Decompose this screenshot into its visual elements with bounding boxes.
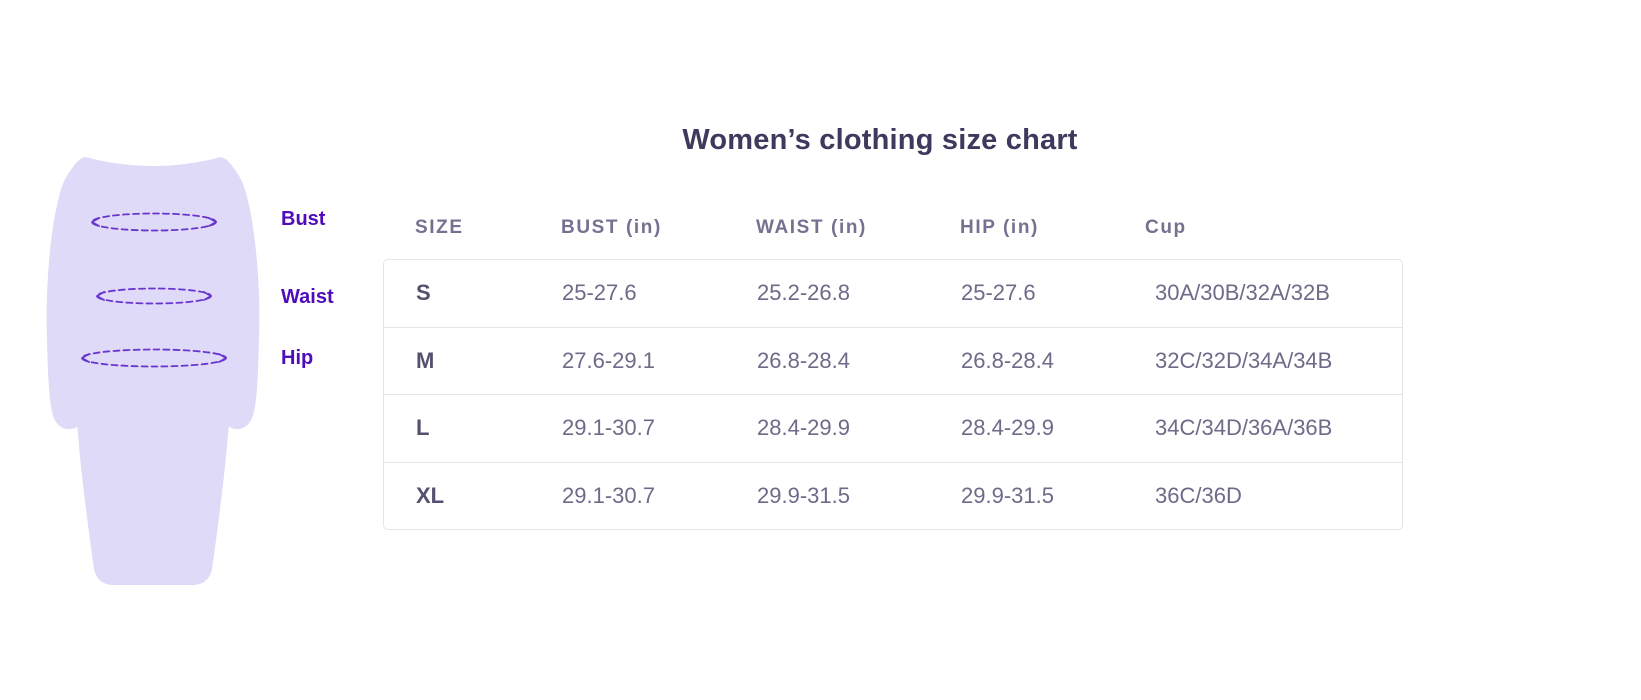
dress-illustration [46, 157, 260, 585]
bust-cell: 25-27.6 [562, 280, 637, 306]
waist-cell: 25.2-26.8 [757, 280, 850, 306]
bust-cell: 29.1-30.7 [562, 482, 655, 508]
size-table-header: SIZE BUST (in) WAIST (in) HIP (in) Cup [383, 210, 1403, 246]
hip-cell: 28.4-29.9 [961, 415, 1054, 441]
table-row-s: S 25-27.6 25.2-26.8 25-27.6 30A/30B/32A/… [384, 260, 1402, 327]
cup-cell: 30A/30B/32A/32B [1155, 280, 1330, 306]
column-header-cup: Cup [1145, 217, 1187, 238]
waist-cell: 29.9-31.5 [757, 482, 850, 508]
table-row-m: M 27.6-29.1 26.8-28.4 26.8-28.4 32C/32D/… [384, 326, 1402, 395]
waist-measure-arrows [96, 291, 212, 301]
hip-cell: 26.8-28.4 [961, 347, 1054, 373]
cup-cell: 32C/32D/34A/34B [1155, 347, 1333, 373]
column-header-size: SIZE [415, 217, 464, 238]
size-cell: S [416, 280, 431, 306]
cup-cell: 36C/36D [1155, 482, 1242, 508]
bust-label: Bust [281, 208, 326, 230]
hip-label: Hip [281, 347, 314, 369]
page-title: Women’s clothing size chart [682, 124, 1078, 156]
hip-cell: 29.9-31.5 [961, 482, 1054, 508]
column-header-bust: BUST (in) [561, 217, 662, 238]
waist-cell: 26.8-28.4 [757, 347, 850, 373]
size-table: S 25-27.6 25.2-26.8 25-27.6 30A/30B/32A/… [383, 259, 1403, 530]
waist-cell: 28.4-29.9 [757, 415, 850, 441]
size-cell: L [416, 415, 430, 441]
size-cell: XL [416, 482, 445, 508]
bust-cell: 29.1-30.7 [562, 415, 655, 441]
bust-measure-arrows [91, 217, 217, 227]
table-row-xl: XL 29.1-30.7 29.9-31.5 29.9-31.5 36C/36D [384, 461, 1402, 530]
waist-label: Waist [281, 286, 334, 308]
bust-cell: 27.6-29.1 [562, 347, 655, 373]
column-header-hip: HIP (in) [960, 217, 1039, 238]
hip-cell: 25-27.6 [961, 280, 1036, 306]
hip-measure-arrows [81, 353, 227, 363]
column-header-waist: WAIST (in) [756, 217, 867, 238]
size-cell: M [416, 347, 435, 373]
table-row-l: L 29.1-30.7 28.4-29.9 28.4-29.9 34C/34D/… [384, 394, 1402, 462]
dress-body [68, 157, 238, 585]
cup-cell: 34C/34D/36A/36B [1155, 415, 1333, 441]
